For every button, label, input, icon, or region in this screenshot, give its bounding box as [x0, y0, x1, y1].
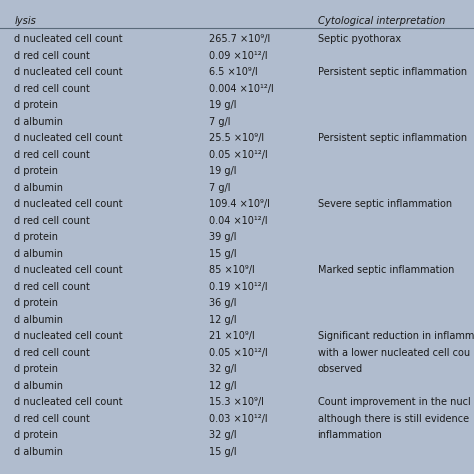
Text: d red cell count: d red cell count [14, 282, 90, 292]
Text: d nucleated cell count: d nucleated cell count [14, 199, 123, 209]
Text: 7 g/l: 7 g/l [209, 117, 230, 127]
Text: 36 g/l: 36 g/l [209, 298, 236, 308]
Text: inflammation: inflammation [318, 430, 383, 440]
Text: d nucleated cell count: d nucleated cell count [14, 34, 123, 44]
Text: 109.4 ×10⁹/l: 109.4 ×10⁹/l [209, 199, 269, 209]
Text: d protein: d protein [14, 166, 58, 176]
Text: 0.04 ×10¹²/l: 0.04 ×10¹²/l [209, 216, 267, 226]
Text: 39 g/l: 39 g/l [209, 232, 236, 242]
Text: d albumin: d albumin [14, 315, 63, 325]
Text: d protein: d protein [14, 430, 58, 440]
Text: d red cell count: d red cell count [14, 150, 90, 160]
Text: d protein: d protein [14, 364, 58, 374]
Text: d protein: d protein [14, 100, 58, 110]
Text: observed: observed [318, 364, 363, 374]
Text: d albumin: d albumin [14, 182, 63, 192]
Text: 12 g/l: 12 g/l [209, 315, 236, 325]
Text: 12 g/l: 12 g/l [209, 381, 236, 391]
Text: Marked septic inflammation: Marked septic inflammation [318, 265, 454, 275]
Text: d albumin: d albumin [14, 117, 63, 127]
Text: 15 g/l: 15 g/l [209, 447, 236, 456]
Text: Cytological interpretation: Cytological interpretation [318, 16, 445, 26]
Text: Significant reduction in inflamm: Significant reduction in inflamm [318, 331, 474, 341]
Text: d nucleated cell count: d nucleated cell count [14, 397, 123, 407]
Text: although there is still evidence: although there is still evidence [318, 413, 469, 423]
Text: lysis: lysis [14, 16, 36, 26]
Text: with a lower nucleated cell cou: with a lower nucleated cell cou [318, 347, 470, 357]
Text: d red cell count: d red cell count [14, 83, 90, 93]
Text: Persistent septic inflammation: Persistent septic inflammation [318, 67, 467, 77]
Text: 19 g/l: 19 g/l [209, 166, 236, 176]
Text: 32 g/l: 32 g/l [209, 364, 236, 374]
Text: 0.05 ×10¹²/l: 0.05 ×10¹²/l [209, 347, 267, 357]
Text: d nucleated cell count: d nucleated cell count [14, 331, 123, 341]
Text: d albumin: d albumin [14, 248, 63, 258]
Text: d red cell count: d red cell count [14, 51, 90, 61]
Text: Persistent septic inflammation: Persistent septic inflammation [318, 133, 467, 143]
Text: d protein: d protein [14, 232, 58, 242]
Text: 265.7 ×10⁹/l: 265.7 ×10⁹/l [209, 34, 270, 44]
Text: Septic pyothorax: Septic pyothorax [318, 34, 401, 44]
Text: 32 g/l: 32 g/l [209, 430, 236, 440]
Text: 15.3 ×10⁹/l: 15.3 ×10⁹/l [209, 397, 264, 407]
Text: 0.09 ×10¹²/l: 0.09 ×10¹²/l [209, 51, 267, 61]
Text: d nucleated cell count: d nucleated cell count [14, 133, 123, 143]
Text: 85 ×10⁹/l: 85 ×10⁹/l [209, 265, 255, 275]
Text: 0.05 ×10¹²/l: 0.05 ×10¹²/l [209, 150, 267, 160]
Text: 0.19 ×10¹²/l: 0.19 ×10¹²/l [209, 282, 267, 292]
Text: 7 g/l: 7 g/l [209, 182, 230, 192]
Text: d nucleated cell count: d nucleated cell count [14, 265, 123, 275]
Text: 15 g/l: 15 g/l [209, 248, 236, 258]
Text: 19 g/l: 19 g/l [209, 100, 236, 110]
Text: d albumin: d albumin [14, 447, 63, 456]
Text: d red cell count: d red cell count [14, 347, 90, 357]
Text: d protein: d protein [14, 298, 58, 308]
Text: d albumin: d albumin [14, 381, 63, 391]
Text: Severe septic inflammation: Severe septic inflammation [318, 199, 452, 209]
Text: 0.004 ×10¹²/l: 0.004 ×10¹²/l [209, 83, 273, 93]
Text: 21 ×10⁹/l: 21 ×10⁹/l [209, 331, 255, 341]
Text: 0.03 ×10¹²/l: 0.03 ×10¹²/l [209, 413, 267, 423]
Text: d nucleated cell count: d nucleated cell count [14, 67, 123, 77]
Text: d red cell count: d red cell count [14, 216, 90, 226]
Text: 6.5 ×10⁹/l: 6.5 ×10⁹/l [209, 67, 257, 77]
Text: d red cell count: d red cell count [14, 413, 90, 423]
Text: Count improvement in the nucl: Count improvement in the nucl [318, 397, 470, 407]
Text: 25.5 ×10⁹/l: 25.5 ×10⁹/l [209, 133, 264, 143]
